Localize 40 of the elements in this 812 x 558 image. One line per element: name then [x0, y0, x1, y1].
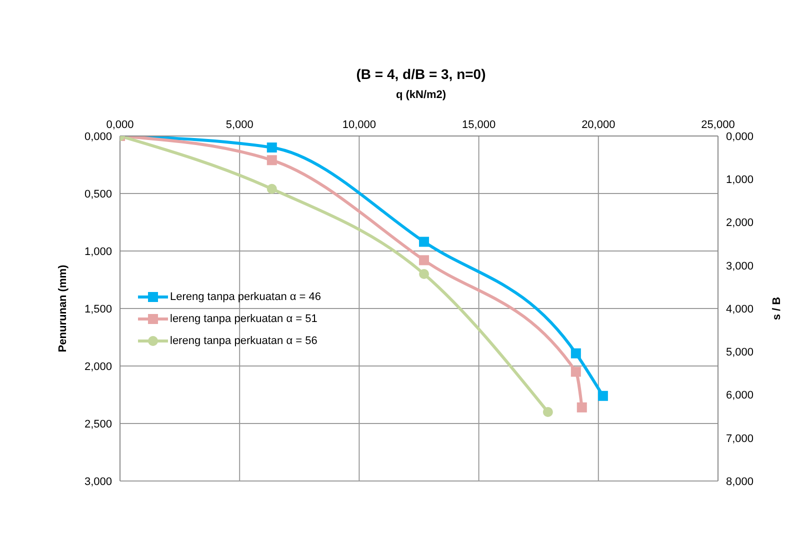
- point: [576, 402, 587, 412]
- y-tick-label: 1,000: [84, 246, 112, 258]
- x-tick-label: 0,000: [106, 119, 134, 131]
- point: [598, 390, 608, 401]
- y-tick-label: 2,500: [84, 418, 112, 430]
- legend-label: lereng tanpa perkuatan α = 51: [170, 312, 318, 327]
- point: [419, 236, 430, 247]
- x-tick-label: 5,000: [226, 119, 254, 131]
- x-tick-label: 20,000: [582, 119, 616, 131]
- point: [266, 155, 277, 166]
- y2-tick-label: 8,000: [726, 476, 754, 488]
- point: [419, 255, 430, 266]
- legend-label: Lereng tanpa perkuatan α = 46: [170, 290, 322, 305]
- y2-tick-label: 2,000: [726, 217, 754, 230]
- point: [266, 142, 277, 152]
- y-tick-label: 2,000: [84, 360, 112, 373]
- point: [542, 407, 553, 417]
- legend-label: lereng tanpa perkuatan α = 56: [170, 334, 318, 349]
- point: [419, 269, 430, 279]
- point: [266, 184, 277, 194]
- y2-tick-label: 6,000: [726, 390, 754, 402]
- point: [570, 366, 581, 377]
- y2-tick-label: 3,000: [726, 260, 754, 272]
- y2-axis-title: s / B: [770, 296, 783, 320]
- y-tick-label: 0,000: [84, 130, 112, 143]
- x-axis-title: q (kN/m2): [394, 89, 448, 101]
- chart-title: (B = 4, d/B = 3, n=0): [355, 66, 487, 82]
- y2-tick-label: 7,000: [726, 432, 754, 445]
- y-axis-title: Penurunan (mm): [56, 264, 69, 352]
- y2-tick-label: 5,000: [726, 346, 754, 359]
- y2-tick-label: 4,000: [726, 303, 754, 316]
- y-tick-label: 1,500: [84, 303, 112, 316]
- x-tick-label: 15,000: [462, 119, 496, 131]
- point: [570, 348, 581, 358]
- y-tick-label: 3,000: [84, 476, 112, 488]
- y-tick-label: 0,500: [84, 188, 112, 200]
- x-tick-label: 25,000: [701, 119, 735, 131]
- x-tick-label: 10,000: [342, 119, 376, 131]
- y2-tick-label: 0,000: [726, 130, 754, 143]
- y2-tick-label: 1,000: [726, 174, 754, 186]
